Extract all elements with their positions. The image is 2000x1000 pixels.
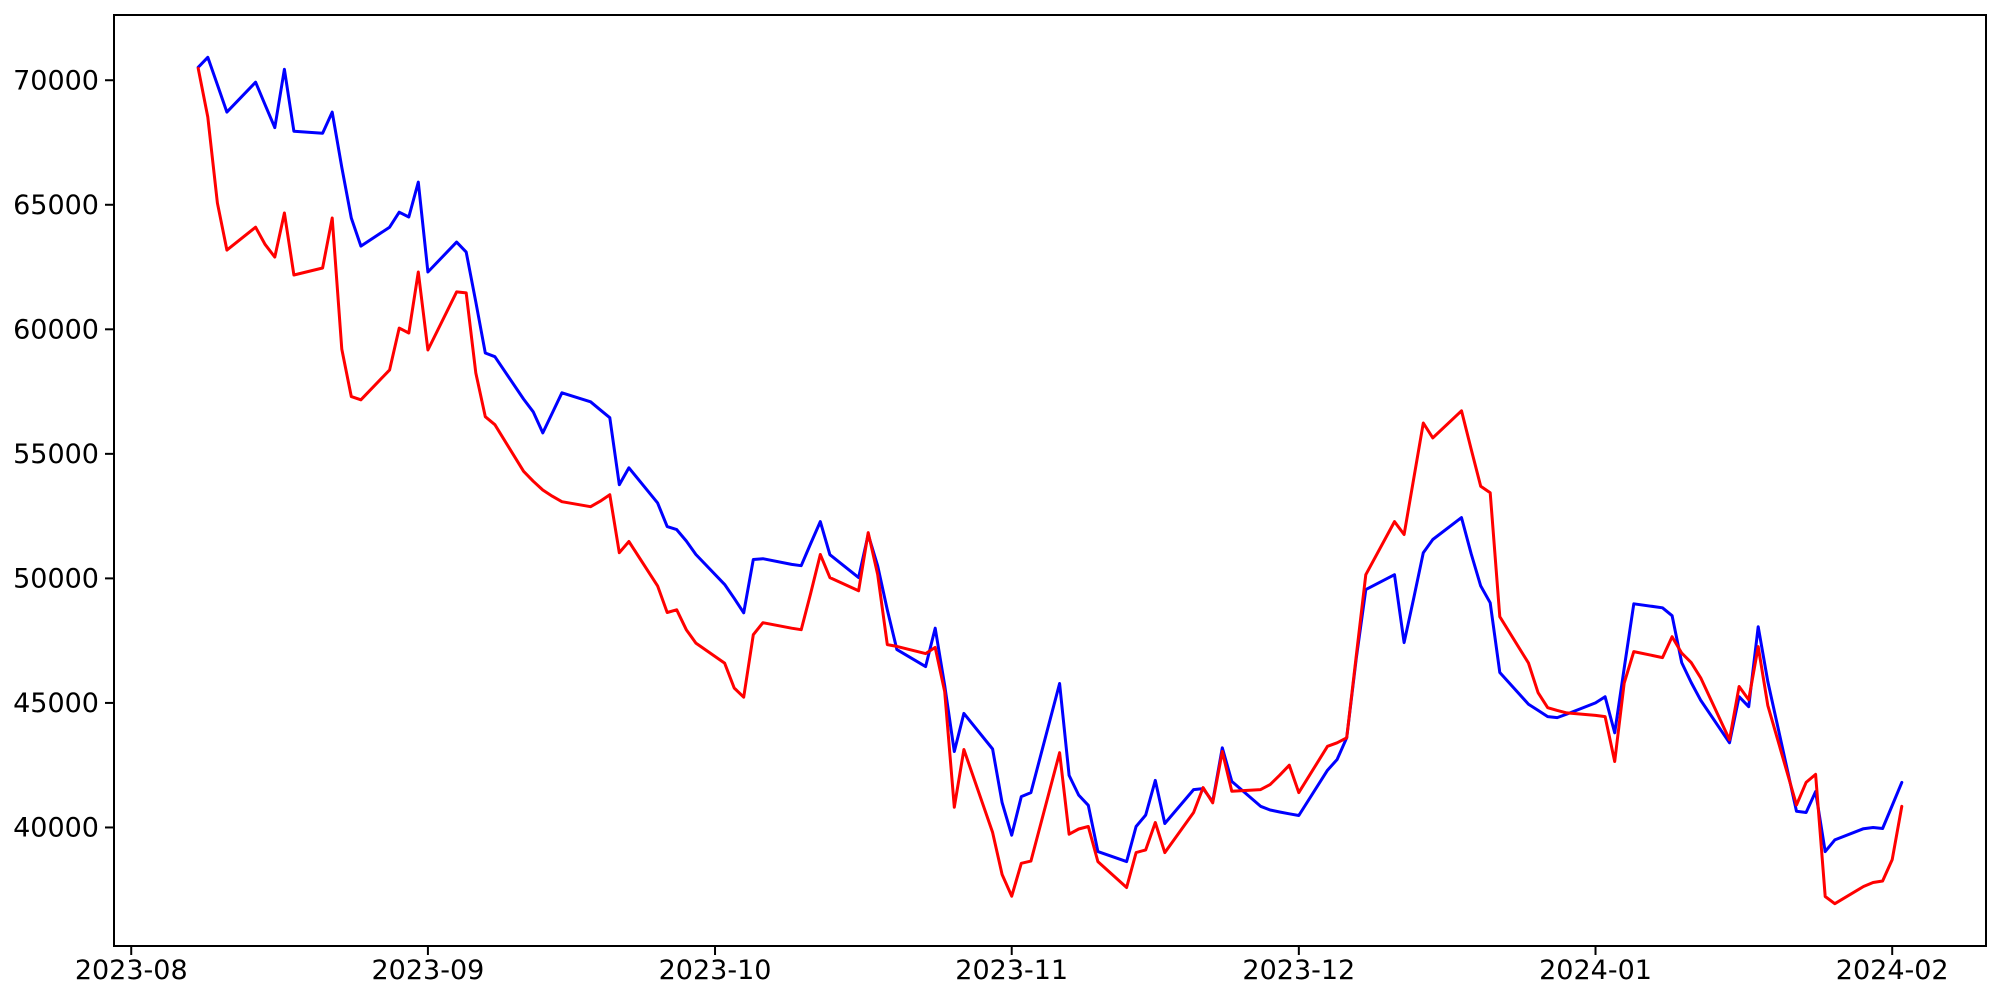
x-tick-label: 2023-10 <box>659 955 772 986</box>
red-line <box>196 66 1904 906</box>
x-tick-label: 2023-12 <box>1242 955 1355 986</box>
x-axis: 2023-08 2023-09 2023-10 2023-11 2023-12 2024-… <box>75 946 1949 986</box>
x-tick-label: 2024-01 <box>1539 955 1652 986</box>
plot-frame <box>113 14 1987 947</box>
y-tick-label: 70000 <box>13 65 99 96</box>
axes-frame <box>113 14 1987 947</box>
y-tick-label: 55000 <box>13 439 99 470</box>
y-tick-label: 40000 <box>13 813 99 844</box>
y-tick-label: 60000 <box>13 314 99 345</box>
x-tick-label: 2023-08 <box>75 955 188 986</box>
blue-line <box>196 55 1904 864</box>
y-tick-label: 65000 <box>13 190 99 221</box>
x-tick-label: 2024-02 <box>1836 955 1949 986</box>
x-tick-label: 2023-09 <box>372 955 485 986</box>
x-tick-label: 2023-11 <box>955 955 1068 986</box>
y-tick-label: 45000 <box>13 688 99 719</box>
plot-series <box>196 55 1904 906</box>
y-tick-label: 50000 <box>13 564 99 595</box>
y-axis: 40000 45000 50000 55000 60000 65000 70000 <box>13 65 114 844</box>
